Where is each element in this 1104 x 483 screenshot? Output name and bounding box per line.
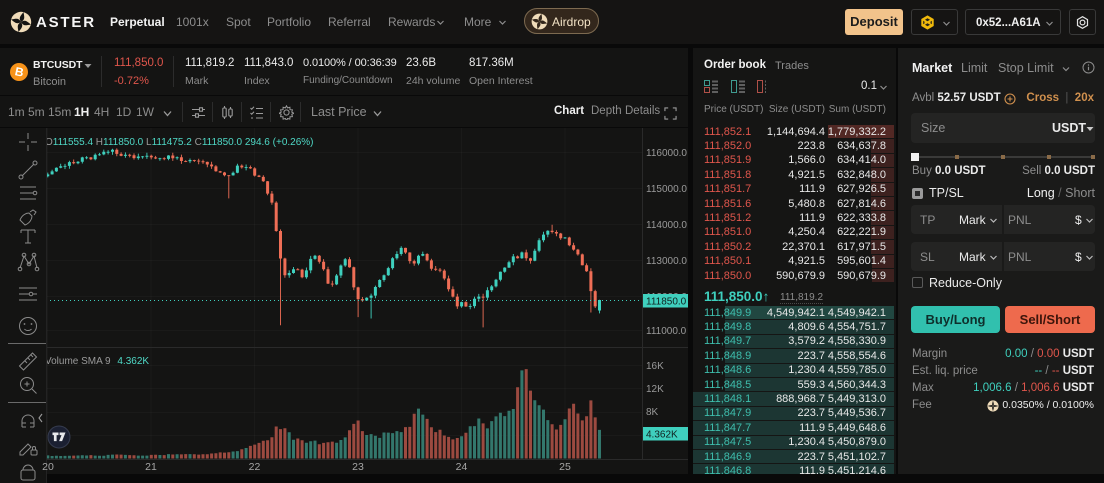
svg-text:114000.0: 114000.0 (646, 220, 687, 231)
svg-text:111000.0: 111000.0 (646, 326, 687, 337)
svg-text:25: 25 (559, 461, 571, 473)
svg-text:113000.0: 113000.0 (646, 256, 687, 267)
svg-text:8K: 8K (646, 407, 659, 418)
svg-text:O111555.4 H111850.0 L111475.2: O111555.4 H111850.0 L111475.2 C111850.0 … (45, 137, 314, 148)
svg-text:23: 23 (352, 461, 364, 473)
svg-text:116000.0: 116000.0 (646, 148, 687, 159)
svg-text:111850.0: 111850.0 (646, 297, 687, 308)
svg-text:12K: 12K (646, 384, 664, 395)
svg-text:20: 20 (42, 461, 54, 473)
svg-text:24: 24 (456, 461, 468, 473)
svg-text:16K: 16K (646, 361, 664, 372)
svg-text:115000.0: 115000.0 (646, 184, 687, 195)
svg-text:21: 21 (145, 461, 157, 473)
svg-text:4.362K: 4.362K (646, 430, 678, 441)
svg-text:Volume SMA 9 4.362K: Volume SMA 9 4.362K (45, 356, 149, 367)
svg-text:22: 22 (249, 461, 261, 473)
